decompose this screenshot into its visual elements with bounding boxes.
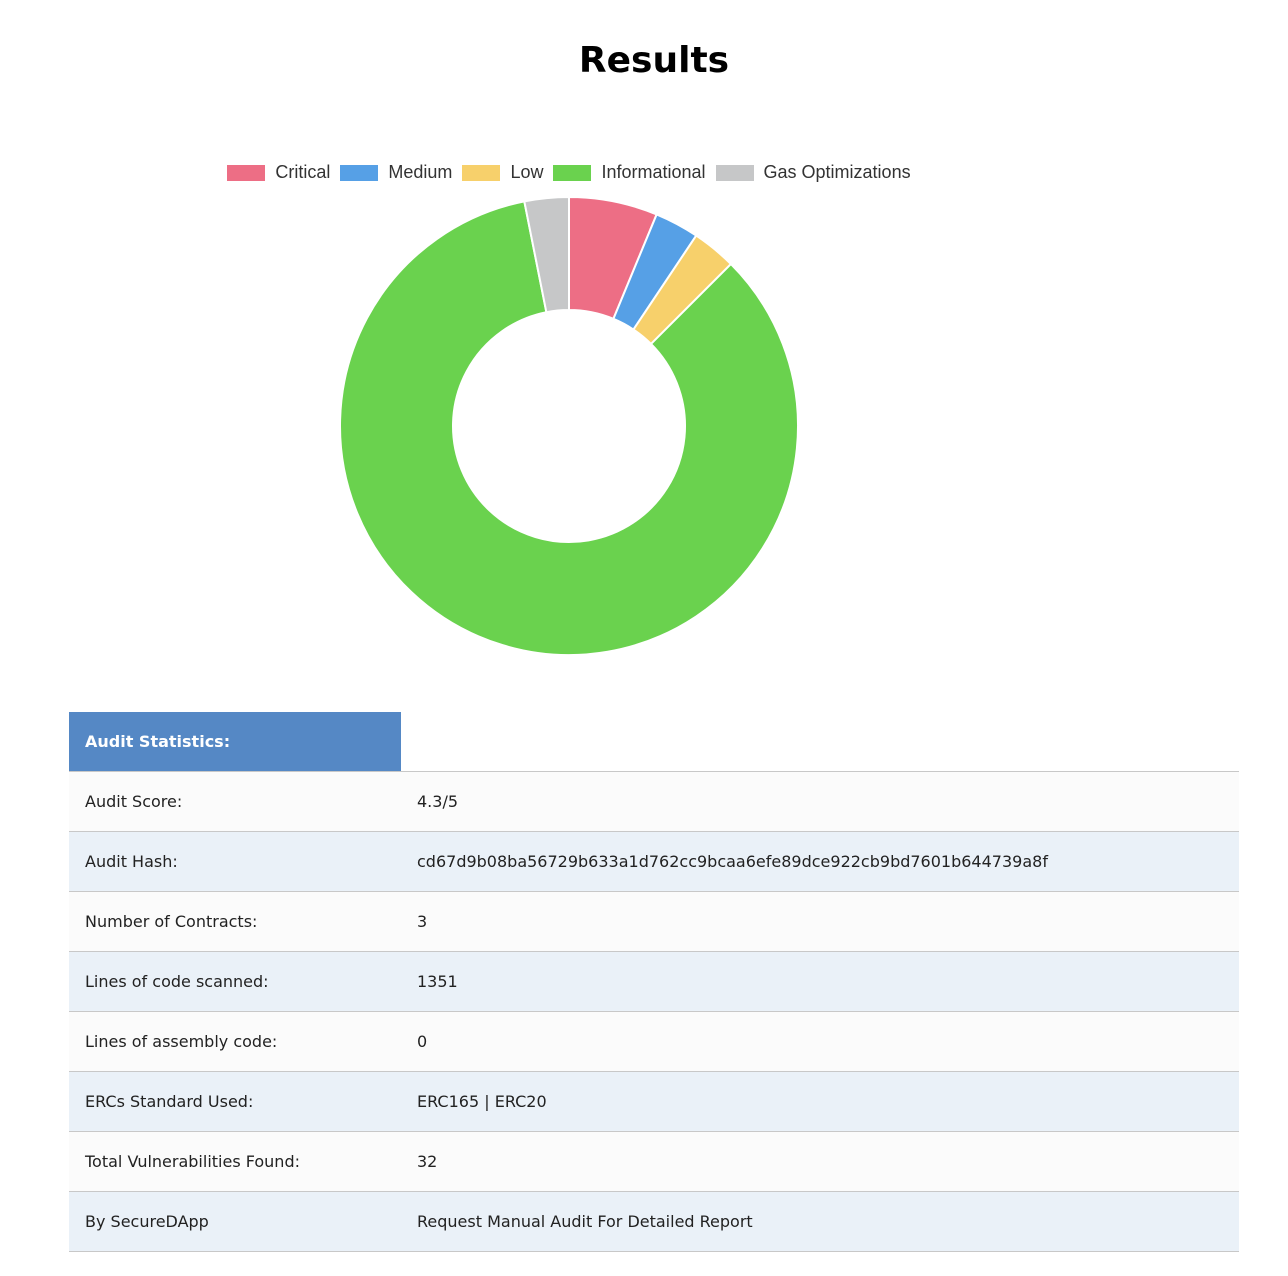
legend-item[interactable]: Gas Optimizations <box>715 162 911 183</box>
donut-slice-informational[interactable] <box>339 200 799 656</box>
row-value: 0 <box>401 1011 1239 1072</box>
row-label: Total Vulnerabilities Found: <box>69 1131 401 1192</box>
legend-label: Critical <box>275 162 331 182</box>
legend-swatch <box>462 164 501 181</box>
row-label: Lines of code scanned: <box>69 951 401 1012</box>
table-row: ERCs Standard Used: ERC165 | ERC20 <box>69 1071 1239 1132</box>
row-value: 4.3/5 <box>401 771 1239 832</box>
table-row: Number of Contracts: 3 <box>69 891 1239 952</box>
legend-swatch <box>553 164 592 181</box>
table-row: Lines of code scanned: 1351 <box>69 951 1239 1012</box>
row-label: By SecureDApp <box>69 1191 401 1252</box>
legend-swatch <box>340 164 379 181</box>
audit-statistics-table: Audit Statistics: Audit Score: 4.3/5 Aud… <box>69 712 1239 1252</box>
legend-label: Gas Optimizations <box>763 162 911 182</box>
table-row: Audit Hash: cd67d9b08ba56729b633a1d762cc… <box>69 831 1239 892</box>
row-value: Request Manual Audit For Detailed Report <box>401 1191 1239 1252</box>
donut-chart <box>339 195 799 656</box>
legend-label: Low <box>510 162 544 182</box>
table-row: Audit Score: 4.3/5 <box>69 771 1239 832</box>
row-label: ERCs Standard Used: <box>69 1071 401 1132</box>
legend-item[interactable]: Medium <box>340 162 452 183</box>
row-value: cd67d9b08ba56729b633a1d762cc9bcaa6efe89d… <box>401 831 1239 892</box>
table-header-empty <box>401 712 1239 772</box>
table-row: By SecureDApp Request Manual Audit For D… <box>69 1191 1239 1252</box>
row-label: Audit Score: <box>69 771 401 832</box>
donut-slice-gas-optimizations[interactable] <box>523 195 570 314</box>
legend-label: Informational <box>601 162 706 182</box>
legend-swatch <box>715 164 754 181</box>
row-label: Audit Hash: <box>69 831 401 892</box>
table-header-row: Audit Statistics: <box>69 712 1239 772</box>
legend-swatch <box>227 164 266 181</box>
table-header: Audit Statistics: <box>69 712 401 772</box>
chart-legend: Critical Medium Low Informational Gas Optimi… <box>0 162 1138 183</box>
row-value: 32 <box>401 1131 1239 1192</box>
table-row: Total Vulnerabilities Found: 32 <box>69 1131 1239 1192</box>
legend-item[interactable]: Informational <box>553 162 706 183</box>
page-title: Results <box>578 40 730 81</box>
table-row: Lines of assembly code: 0 <box>69 1011 1239 1072</box>
row-label: Lines of assembly code: <box>69 1011 401 1072</box>
legend-label: Medium <box>388 162 453 182</box>
row-value: 1351 <box>401 951 1239 1012</box>
row-value: ERC165 | ERC20 <box>401 1071 1239 1132</box>
legend-item[interactable]: Low <box>462 162 543 183</box>
row-label: Number of Contracts: <box>69 891 401 952</box>
row-value: 3 <box>401 891 1239 952</box>
legend-item[interactable]: Critical <box>227 162 330 183</box>
